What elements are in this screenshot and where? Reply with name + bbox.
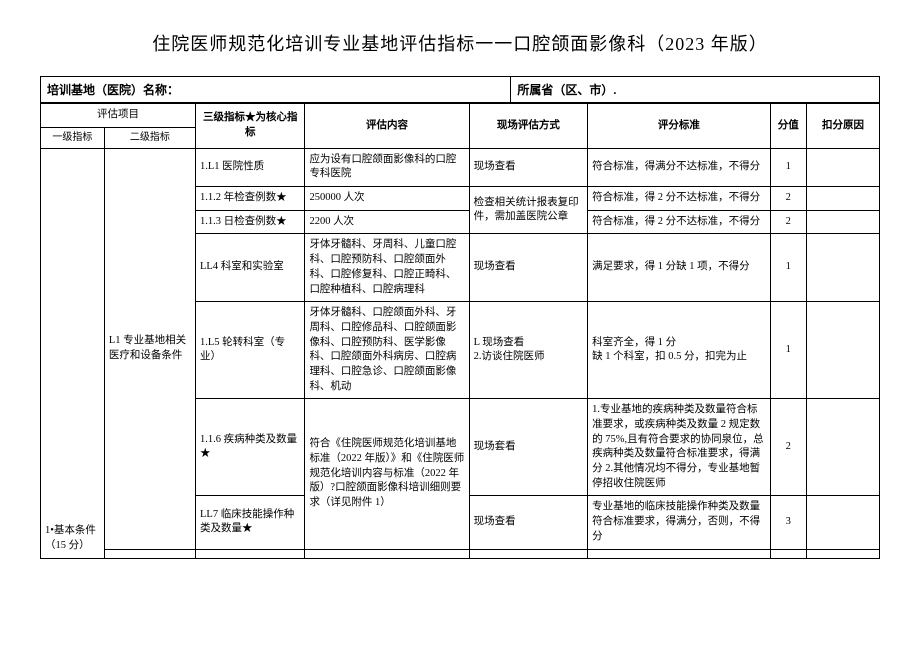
criteria-cell: 满足要求，得 1 分缺 1 项，不得分 [588,234,770,302]
header-row: 培训基地（医院）名称： 所属省（区、市）. [40,76,880,103]
score-cell: 1 [770,234,806,302]
score-cell-empty [770,549,806,558]
l1-cell: 1•基本条件（15 分） [41,148,105,558]
reason-cell [806,148,879,186]
l3-cell: 1.1.3 日检查例数★ [196,210,305,234]
criteria-cell: 符合标准，得 2 分不达标准，不得分 [588,210,770,234]
method-cell: 现场查看 [469,496,588,549]
method-cell: 现场查看 [469,234,588,302]
method-cell: L 现场查看 2.访谈住院医师 [469,302,588,399]
document-title: 住院医师规范化培训专业基地评估指标一一口腔颌面影像科（2023 年版） [40,30,880,56]
score-cell: 3 [770,496,806,549]
col-l1: 一级指标 [41,127,105,148]
method-cell-empty [469,549,588,558]
content-cell: 250000 人次 [305,187,469,211]
score-cell: 2 [770,399,806,496]
col-l3: 三级指标★为核心指标 [196,104,305,149]
score-cell: 2 [770,187,806,211]
l3-cell: 1.L1 医院性质 [196,148,305,186]
l3-cell: LL7 临床技能操作种类及数量★ [196,496,305,549]
table-header-row-1: 评估项目 三级指标★为核心指标 评估内容 现场评估方式 评分标准 分值 扣分原因 [41,104,880,128]
score-cell: 1 [770,148,806,186]
content-cell: 应为设有口腔颌面影像科的口腔专科医院 [305,148,469,186]
col-score: 分值 [770,104,806,149]
col-method: 现场评估方式 [469,104,588,149]
criteria-cell: 符合标准，得满分不达标准，不得分 [588,148,770,186]
l2-cell: L1 专业基地相关医疗和设备条件 [104,148,195,549]
content-cell-empty [305,549,469,558]
content-cell: 牙体牙髓科、牙周科、儿童口腔科、口腔预防科、口腔颌面外科、口腔修复科、口腔正畸科… [305,234,469,302]
l2-cell-empty [104,549,195,558]
province-label: 所属省（区、市）. [510,76,880,103]
table-row: 1•基本条件（15 分） L1 专业基地相关医疗和设备条件 1.L1 医院性质 … [41,148,880,186]
l3-cell: 1.L5 轮转科室（专业） [196,302,305,399]
l3-cell: 1.1.2 年检查例数★ [196,187,305,211]
table-row [41,549,880,558]
criteria-cell: 科室齐全，得 1 分 缺 1 个科室，扣 0.5 分，扣完为止 [588,302,770,399]
reason-cell [806,234,879,302]
col-content: 评估内容 [305,104,469,149]
content-cell: 符合《住院医师规范化培训基地标准（2022 年版）》和《住院医师规范化培训内容与… [305,399,469,549]
col-l2: 二级指标 [104,127,195,148]
score-cell: 1 [770,302,806,399]
reason-cell-empty [806,549,879,558]
col-eval-item: 评估项目 [41,104,196,128]
reason-cell [806,302,879,399]
criteria-cell: 专业基地的临床技能操作种类及数量符合标准要求，得满分，否则，不得分 [588,496,770,549]
l3-cell: LL4 科室和实验室 [196,234,305,302]
l3-cell-empty [196,549,305,558]
method-cell: 现场套看 [469,399,588,496]
col-reason: 扣分原因 [806,104,879,149]
score-cell: 2 [770,210,806,234]
l3-cell: 1.1.6 疾病种类及数量★ [196,399,305,496]
criteria-cell: 1.专业基地的疾病种类及数量符合标准要求，或疾病种类及数量 2 规定数的 75%… [588,399,770,496]
reason-cell [806,399,879,496]
criteria-cell-empty [588,549,770,558]
content-cell: 2200 人次 [305,210,469,234]
reason-cell [806,210,879,234]
reason-cell [806,496,879,549]
training-base-name-label: 培训基地（医院）名称： [40,76,510,103]
method-cell: 检查相关统计报表复印件，需加盖医院公章 [469,187,588,234]
evaluation-table: 评估项目 三级指标★为核心指标 评估内容 现场评估方式 评分标准 分值 扣分原因… [40,103,880,559]
col-criteria: 评分标准 [588,104,770,149]
criteria-cell: 符合标准，得 2 分不达标准，不得分 [588,187,770,211]
method-cell: 现场查看 [469,148,588,186]
content-cell: 牙体牙髓科、口腔颌面外科、牙周科、口腔修品科、口腔颌面影像科、口腔预防科、医学影… [305,302,469,399]
reason-cell [806,187,879,211]
